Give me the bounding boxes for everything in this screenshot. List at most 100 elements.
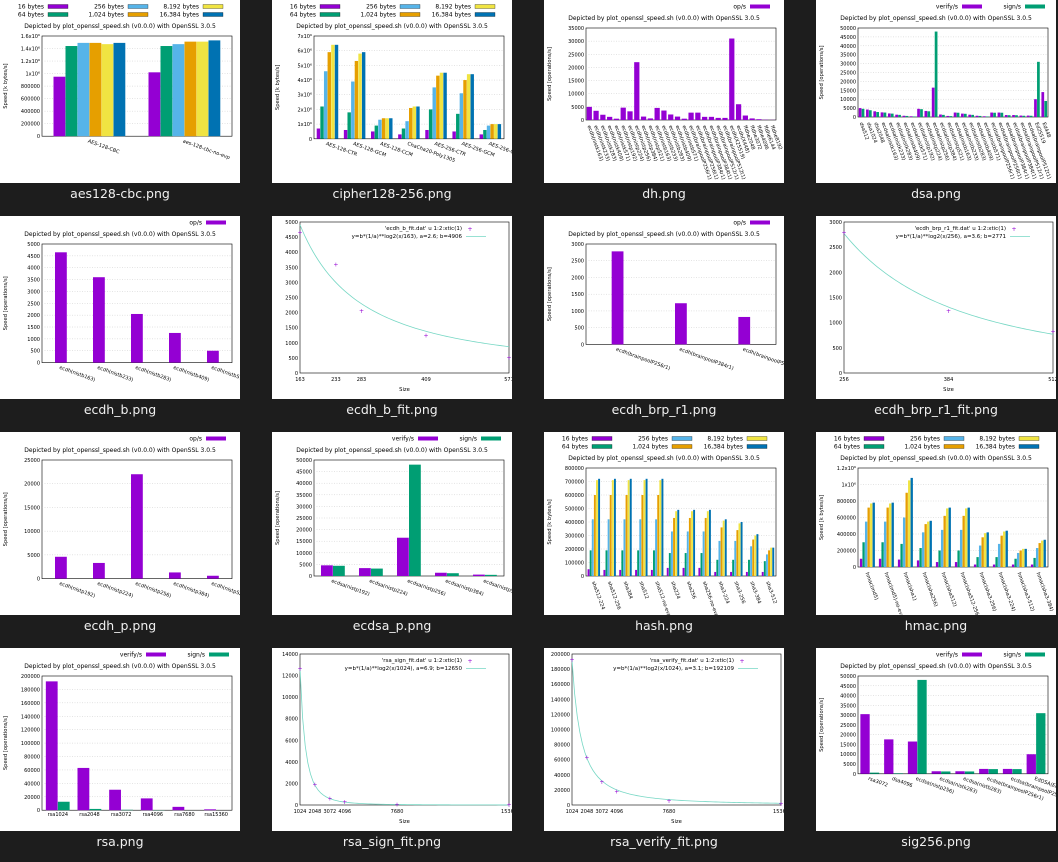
thumbnail-filename[interactable]: hmac.png: [904, 618, 968, 633]
thumbnail-tile[interactable]: 16 bytes 64 bytes 256 bytes 1,024 bytes 8,19…: [544, 432, 784, 644]
chart-thumbnail[interactable]: 16 bytes 64 bytes 256 bytes 1,024 bytes 8,19…: [816, 432, 1056, 615]
thumbnail-filename[interactable]: ecdh_p.png: [83, 618, 157, 633]
chart-thumbnail[interactable]: 0 500 1000 1500 2000 2500 3000 256 384 512 Size 'ec…: [816, 216, 1056, 399]
thumbnail-tile[interactable]: op/s Depicted by plot_openssl_speed.sh (v…: [544, 216, 784, 428]
x-tick-label: sha3-224: [717, 581, 731, 605]
bar: [374, 125, 379, 139]
legend-swatch: [47, 4, 69, 9]
thumbnail-tile[interactable]: 0 20000 40000 60000 80000 100000 120000 140000 1…: [544, 648, 784, 860]
bar: [627, 111, 633, 120]
thumbnail-filename[interactable]: ecdsa_p.png: [352, 618, 432, 633]
y-tick-label: 1500: [571, 292, 584, 298]
chart-thumbnail[interactable]: 0 20000 40000 60000 80000 100000 120000 140000 1…: [544, 648, 784, 831]
y-tick-label: 1000: [829, 321, 842, 327]
chart-title: Depicted by plot_openssl_speed.sh (v0.0.…: [296, 23, 488, 30]
chart-thumbnail[interactable]: verify/s sign/s Depicted by plot_openssl_s…: [0, 648, 240, 831]
thumbnail-tile[interactable]: op/s Depicted by plot_openssl_speed.sh (v…: [544, 0, 784, 212]
chart-thumbnail[interactable]: verify/s sign/s Depicted by plot_openssl_s…: [816, 0, 1056, 183]
thumbnail-filename[interactable]: hash.png: [635, 618, 693, 633]
thumbnail-tile[interactable]: verify/s sign/s Depicted by plot_openssl_s…: [272, 432, 512, 644]
bar: [756, 119, 762, 120]
legend-swatch: [671, 436, 693, 441]
bar: [691, 511, 693, 576]
bar: [607, 519, 610, 576]
legend-label: y=b*(1/a)**log2(x/163), a=2.6; b=4906: [352, 234, 463, 240]
thumbnail-filename[interactable]: rsa_sign_fit.png: [342, 834, 442, 849]
thumbnail-filename[interactable]: aes128-cbc.png: [70, 186, 170, 201]
thumbnail-tile[interactable]: 0 2000 4000 6000 8000 10000 12000 14000 1024 2048…: [272, 648, 512, 860]
bar: [385, 118, 389, 139]
bar: [738, 316, 751, 345]
y-tick-label: 200000: [837, 549, 856, 555]
y-tick-label: 200000: [565, 547, 584, 553]
thumbnail-filename[interactable]: cipher128-256.png: [332, 186, 452, 201]
legend-swatch: [943, 436, 965, 441]
y-tick-label: 10000: [840, 97, 856, 103]
thumbnail-filename[interactable]: ecdh_brp_r1.png: [611, 402, 717, 417]
thumbnail-filename[interactable]: ecdh_b_fit.png: [346, 402, 438, 417]
thumbnail-tile[interactable]: 16 bytes 64 bytes 256 bytes 1,024 bytes 8,19…: [272, 0, 512, 212]
bar: [428, 109, 433, 139]
chart-thumbnail[interactable]: verify/s sign/s Depicted by plot_openssl_s…: [816, 648, 1056, 831]
chart-title: Depicted by plot_openssl_speed.sh (v0.0.…: [568, 15, 760, 22]
bar: [724, 519, 727, 576]
chart-title: Depicted by plot_openssl_speed.sh (v0.0.…: [24, 663, 216, 670]
thumbnail-tile[interactable]: op/s Depicted by plot_openssl_speed.sh (v…: [0, 216, 240, 428]
thumbnail-filename[interactable]: rsa.png: [96, 834, 144, 849]
bar: [1002, 768, 1013, 774]
y-tick-label: 0: [295, 803, 298, 809]
chart-thumbnail[interactable]: op/s Depicted by plot_openssl_speed.sh (v…: [0, 432, 240, 615]
legend-swatch: [202, 12, 224, 17]
chart-thumbnail[interactable]: op/s Depicted by plot_openssl_speed.sh (v…: [0, 216, 240, 399]
thumbnail-tile[interactable]: 0 500 1000 1500 2000 2500 3000 3500 4000 4500 5000…: [272, 216, 512, 428]
thumbnail-filename[interactable]: dh.png: [642, 186, 686, 201]
x-tick-label: 4096: [338, 809, 351, 815]
chart-thumbnail[interactable]: 16 bytes 64 bytes 256 bytes 1,024 bytes 8,19…: [544, 432, 784, 615]
x-tick-label: ecdh(brainpoolP384r1): [678, 347, 734, 372]
bar: [729, 38, 735, 121]
thumbnail-tile[interactable]: verify/s sign/s Depicted by plot_openssl_s…: [816, 648, 1056, 860]
bar: [939, 114, 942, 117]
bar: [986, 532, 989, 567]
chart-thumbnail[interactable]: 16 bytes 64 bytes 256 bytes 1,024 bytes 8,19…: [0, 0, 240, 183]
x-tick-label: hmac(sha256): [921, 572, 939, 608]
x-tick-label: 384: [944, 377, 954, 383]
chart-thumbnail[interactable]: verify/s sign/s Depicted by plot_openssl_s…: [272, 432, 512, 615]
chart-thumbnail[interactable]: 0 500 1000 1500 2000 2500 3000 3500 4000 4500 5000…: [272, 216, 512, 399]
bar: [768, 550, 770, 576]
thumbnail-filename[interactable]: rsa_verify_fit.png: [610, 834, 718, 849]
legend-swatch: [206, 436, 226, 441]
bar: [752, 539, 755, 576]
y-axis-label: Speed [operations/s]: [3, 492, 9, 546]
legend-swatch: [1025, 652, 1045, 657]
bar: [693, 509, 696, 576]
legend-label: y=b*(1/a)**log2(x/256), a=3.6; b=2771: [896, 234, 1006, 240]
thumbnail-filename[interactable]: dsa.png: [911, 186, 961, 201]
y-tick-label: 30000: [840, 62, 856, 68]
thumbnail-tile[interactable]: 16 bytes 64 bytes 256 bytes 1,024 bytes 8,19…: [0, 0, 240, 212]
thumbnail-filename[interactable]: ecdh_b.png: [83, 402, 157, 417]
chart-thumbnail[interactable]: 16 bytes 64 bytes 256 bytes 1,024 bytes 8,19…: [272, 0, 512, 183]
chart-thumbnail[interactable]: op/s Depicted by plot_openssl_speed.sh (v…: [544, 216, 784, 399]
thumbnail-tile[interactable]: verify/s sign/s Depicted by plot_openssl_s…: [816, 0, 1056, 212]
chart-thumbnail[interactable]: 0 2000 4000 6000 8000 10000 12000 14000 1024 2048…: [272, 648, 512, 831]
thumbnail-filename[interactable]: sig256.png: [901, 834, 971, 849]
y-tick-label: 45000: [296, 470, 312, 476]
thumbnail-filename[interactable]: ecdh_brp_r1_fit.png: [874, 402, 998, 417]
legend-label: 8,192 bytes: [435, 4, 471, 11]
thumbnail-tile[interactable]: verify/s sign/s Depicted by plot_openssl_s…: [0, 648, 240, 860]
bar: [895, 114, 898, 117]
chart-thumbnail[interactable]: op/s Depicted by plot_openssl_speed.sh (v…: [544, 0, 784, 183]
legend-point-marker: +: [467, 658, 472, 665]
thumbnail-tile[interactable]: 0 500 1000 1500 2000 2500 3000 256 384 512 Size 'ec…: [816, 216, 1056, 428]
chart-svg: op/s Depicted by plot_openssl_speed.sh (v…: [3, 436, 240, 600]
bar: [1029, 115, 1033, 117]
thumbnail-tile[interactable]: op/s Depicted by plot_openssl_speed.sh (v…: [0, 432, 240, 644]
legend-label: 256 bytes: [366, 4, 396, 11]
thumbnail-tile[interactable]: 16 bytes 64 bytes 256 bytes 1,024 bytes 8,19…: [816, 432, 1056, 644]
bar: [603, 569, 606, 576]
bar: [1003, 531, 1006, 567]
bar: [978, 545, 982, 567]
legend-swatch: [418, 436, 438, 441]
